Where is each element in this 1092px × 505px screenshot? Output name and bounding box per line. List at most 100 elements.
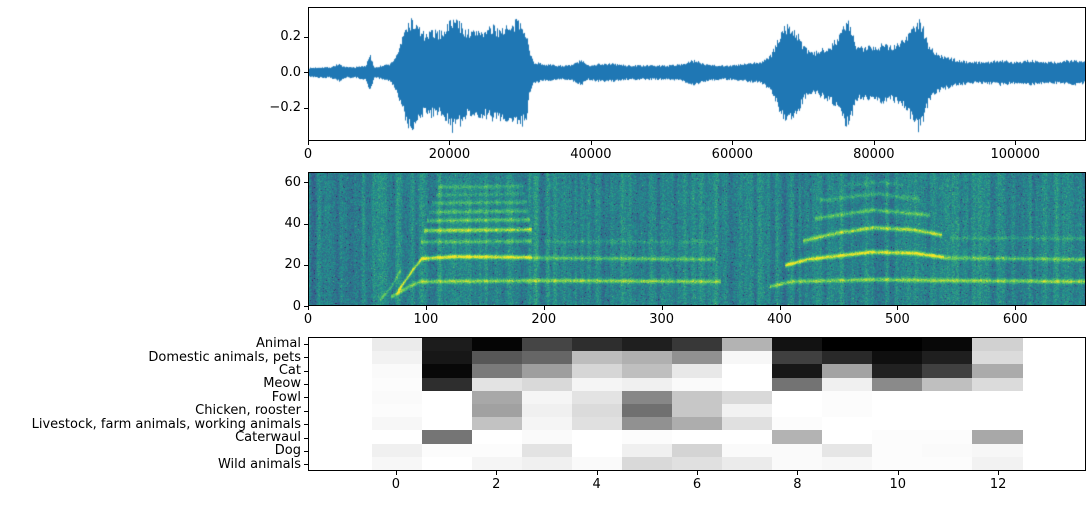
score-cell <box>471 338 523 352</box>
x-tick-label: 400 <box>767 312 792 327</box>
score-cell <box>471 364 523 378</box>
x-tick-label: 600 <box>1002 312 1028 327</box>
score-cell <box>371 338 423 352</box>
score-cell <box>772 443 823 458</box>
score-cell <box>922 364 973 378</box>
score-cell <box>371 430 423 444</box>
x-tick-label: 6 <box>692 477 702 492</box>
score-cell <box>371 364 423 378</box>
class-label: Dog <box>274 443 301 459</box>
x-tick-mark <box>308 306 309 310</box>
score-cell <box>521 456 573 471</box>
score-cell <box>521 338 573 352</box>
score-cell <box>772 404 823 418</box>
score-cell <box>671 364 723 378</box>
y-tick-mark <box>304 410 308 412</box>
y-tick-mark <box>304 182 308 184</box>
score-cell <box>772 351 823 365</box>
score-cell <box>822 377 873 392</box>
class-scores-axes <box>308 337 1086 471</box>
score-cell <box>872 443 923 458</box>
score-cell <box>922 377 973 392</box>
y-tick-mark <box>304 264 308 266</box>
x-tick-label: 12 <box>989 477 1007 492</box>
score-cell <box>822 404 873 418</box>
x-tick-label: 80000 <box>853 147 895 162</box>
score-cell <box>621 443 673 458</box>
spectrogram-canvas <box>309 173 1085 305</box>
y-tick-label: 20 <box>284 257 301 273</box>
x-tick-mark <box>496 471 498 475</box>
score-cell <box>822 417 873 431</box>
x-tick-label: 10 <box>889 477 907 492</box>
score-cell <box>822 338 873 352</box>
score-cell <box>471 390 523 405</box>
score-cell <box>972 417 1023 431</box>
score-cell <box>421 338 473 352</box>
score-cell <box>722 364 773 378</box>
y-tick-label: 60 <box>284 174 301 190</box>
x-tick-mark <box>449 141 451 145</box>
y-tick-mark <box>304 223 308 225</box>
score-cell <box>571 390 623 405</box>
score-cell <box>421 377 473 392</box>
score-cell <box>521 364 573 378</box>
score-cell <box>772 364 823 378</box>
score-cell <box>571 377 623 392</box>
score-cell <box>972 430 1023 444</box>
class-label: Cat <box>278 363 301 378</box>
score-cell <box>621 430 673 444</box>
score-cell <box>972 390 1023 405</box>
score-cell <box>621 351 673 365</box>
score-cell <box>571 430 623 444</box>
x-tick-label: 0 <box>303 147 313 162</box>
score-cell <box>872 390 923 405</box>
score-cell <box>671 456 723 471</box>
class-label: Livestock, farm animals, working animals <box>31 416 301 432</box>
y-tick-label: −0.2 <box>269 100 301 115</box>
score-cell <box>671 417 723 431</box>
x-tick-label: 60000 <box>711 147 754 162</box>
x-tick-mark <box>1015 306 1017 310</box>
score-cell <box>671 351 723 365</box>
x-tick-label: 0 <box>391 477 400 492</box>
y-tick-mark <box>304 107 308 109</box>
waveform-canvas <box>309 8 1085 140</box>
score-cell <box>772 390 823 405</box>
score-cell <box>421 390 473 405</box>
score-cell <box>571 456 623 471</box>
score-cell <box>872 417 923 431</box>
score-cell <box>421 430 473 444</box>
score-cell <box>722 351 773 365</box>
x-tick-mark <box>395 471 397 475</box>
x-tick-label: 0 <box>303 312 313 327</box>
score-cell <box>621 417 673 431</box>
class-label: Domestic animals, pets <box>148 349 301 365</box>
score-cell <box>371 351 423 365</box>
y-tick-mark <box>304 36 308 38</box>
x-tick-mark <box>897 471 899 475</box>
score-cell <box>722 417 773 431</box>
score-cell <box>972 364 1023 378</box>
score-cell <box>521 404 573 418</box>
score-cell <box>671 443 723 458</box>
score-cell <box>421 364 473 378</box>
y-tick-mark <box>304 343 308 345</box>
score-cell <box>571 351 623 365</box>
score-cell <box>972 404 1023 418</box>
score-cell <box>621 377 673 392</box>
x-tick-mark <box>1015 141 1017 145</box>
y-tick-mark <box>304 424 308 426</box>
score-cell <box>421 443 473 458</box>
x-tick-mark <box>596 471 598 475</box>
class-label: Chicken, rooster <box>195 403 301 419</box>
score-cell <box>521 430 573 444</box>
score-cell <box>922 338 973 352</box>
score-cell <box>822 430 873 444</box>
score-cell <box>722 338 773 352</box>
score-cell <box>671 404 723 418</box>
x-tick-label: 100000 <box>990 147 1041 162</box>
score-cell <box>571 364 623 378</box>
score-cell <box>521 390 573 405</box>
